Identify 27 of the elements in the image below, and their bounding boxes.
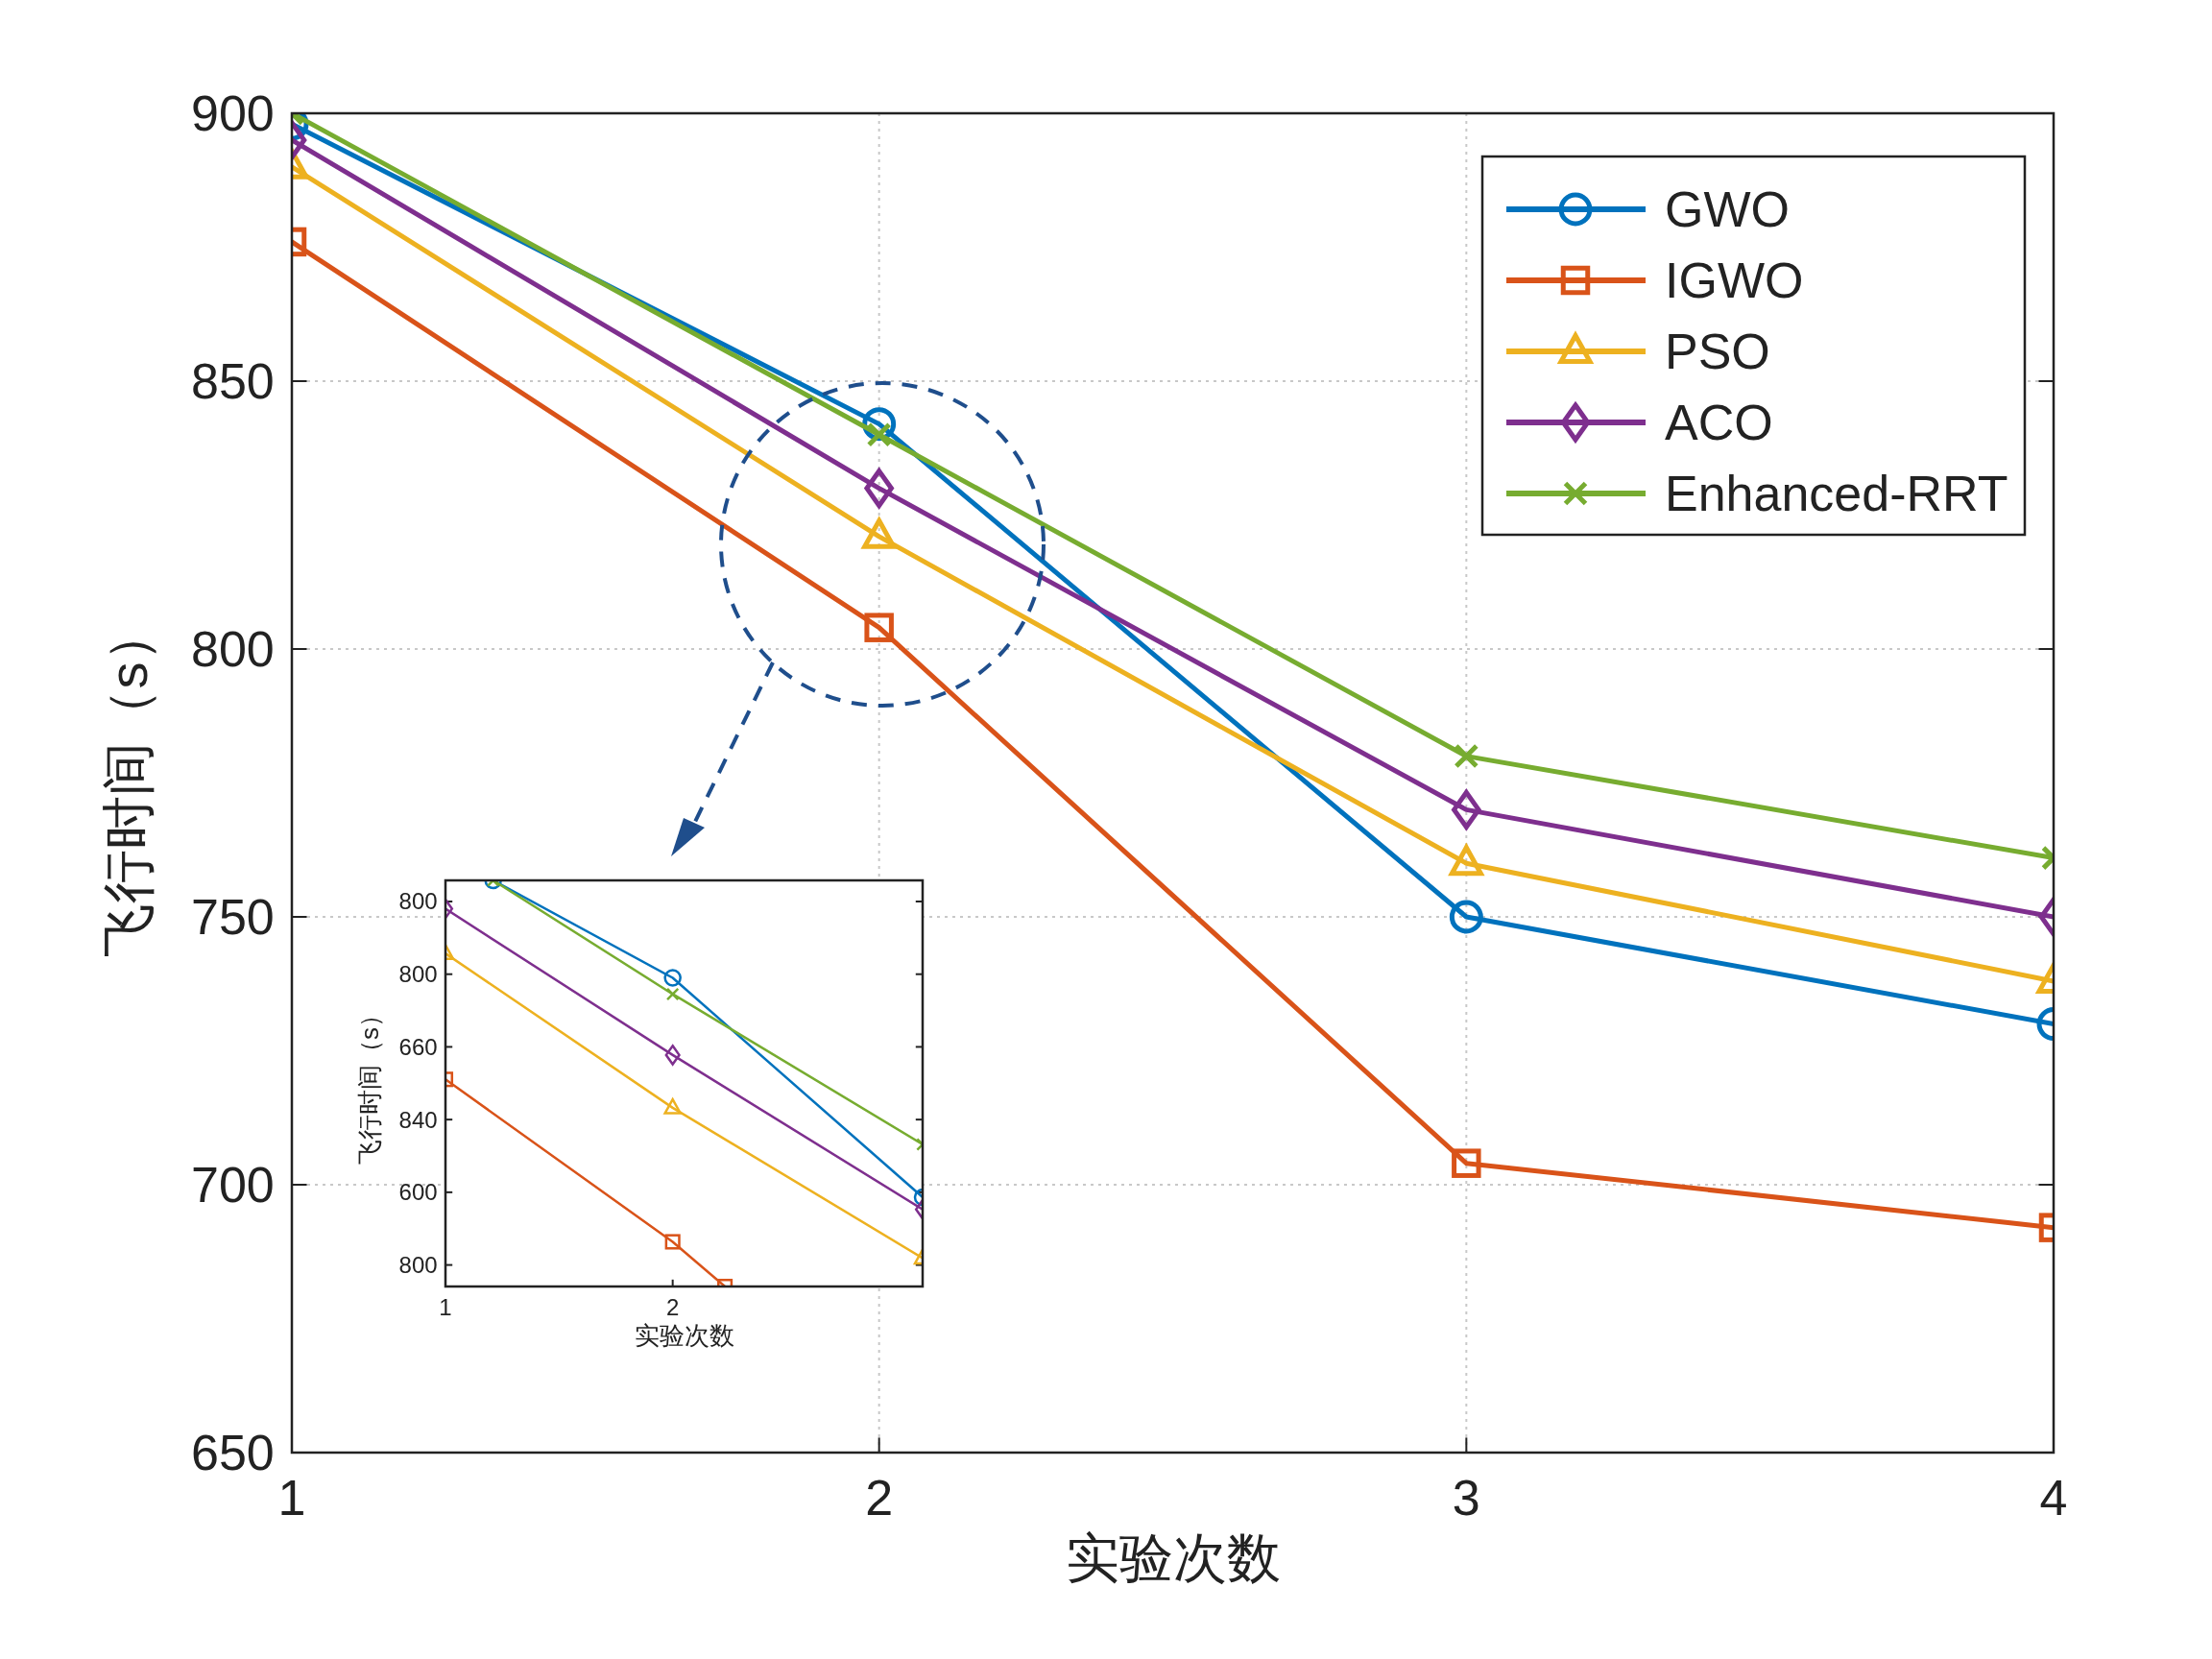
annotation: 840 <box>398 1106 438 1133</box>
annotation: 600 <box>398 1179 438 1206</box>
y-tick-label: 850 <box>191 353 275 410</box>
y-tick-label: 900 <box>191 85 275 142</box>
annotation: 800 <box>398 888 438 915</box>
x-tick-label: 3 <box>1452 1470 1480 1526</box>
annotation: 800 <box>398 1251 438 1278</box>
y-axis-title: 飞行时间（s） <box>98 608 159 958</box>
y-tick-label: 700 <box>191 1157 275 1214</box>
legend-label: ACO <box>1665 395 1773 450</box>
y-tick-label: 750 <box>191 889 275 946</box>
annotation: 660 <box>398 1033 438 1060</box>
y-tick-label: 800 <box>191 621 275 678</box>
legend-label: Enhanced-RRT <box>1665 466 2008 521</box>
x-axis-title: 实验次数 <box>1065 1527 1281 1588</box>
annotation: 800 <box>398 961 438 988</box>
x-axis-title: 实验次数 <box>634 1320 734 1350</box>
legend-label: PSO <box>1665 324 1770 379</box>
legend-label: GWO <box>1665 181 1790 237</box>
y-tick-label: 650 <box>191 1425 275 1481</box>
x-tick-label: 1 <box>439 1294 452 1320</box>
legend-label: IGWO <box>1665 252 1804 308</box>
x-tick-label: 1 <box>277 1470 306 1526</box>
x-tick-label: 2 <box>665 1294 680 1320</box>
x-tick-label: 4 <box>2039 1470 2068 1526</box>
y-axis-title: 飞行时间（s） <box>355 1002 385 1165</box>
x-tick-label: 2 <box>865 1470 894 1526</box>
